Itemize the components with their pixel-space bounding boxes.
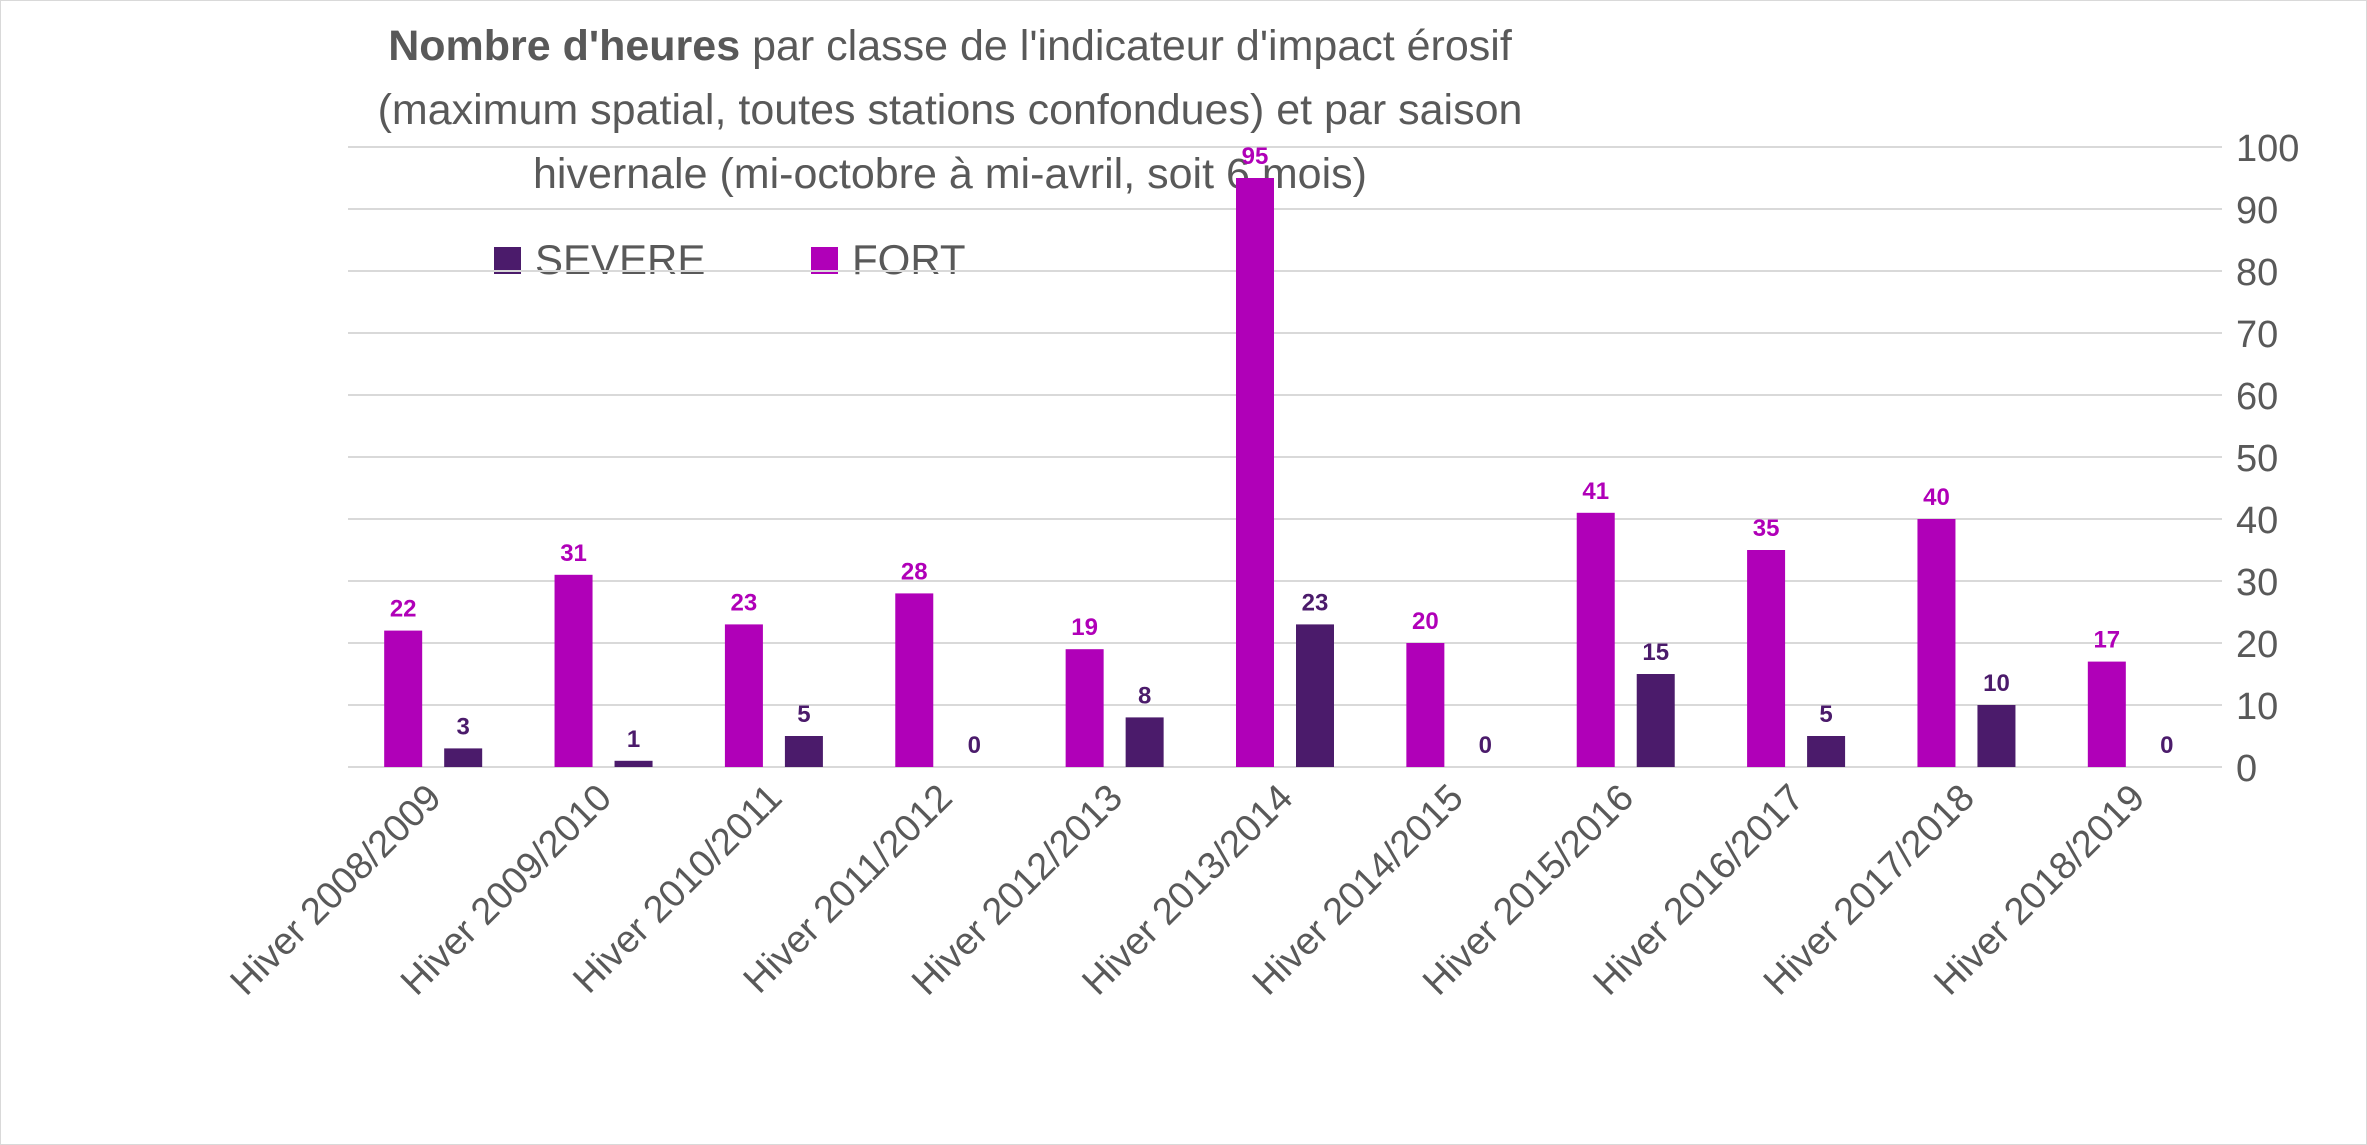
data-label-severe: 10 <box>1983 670 2010 697</box>
bar-severe <box>444 748 483 767</box>
bar-severe <box>1125 717 1164 767</box>
data-label-fort: 23 <box>731 589 758 616</box>
bar-severe <box>1977 705 2016 767</box>
bar-severe <box>1636 674 1675 767</box>
data-label-fort: 41 <box>1582 478 1609 505</box>
y-tick-label: 80 <box>2236 252 2278 294</box>
data-label-fort: 95 <box>1242 143 1269 170</box>
data-label-severe: 23 <box>1302 589 1329 616</box>
legend-item-severe: SEVERE <box>494 230 705 290</box>
bar-fort <box>895 593 934 767</box>
bar-fort <box>1576 512 1615 767</box>
y-tick-label: 70 <box>2236 314 2278 356</box>
y-tick-label: 100 <box>2236 128 2299 170</box>
bar-fort <box>1917 519 1956 767</box>
data-label-severe: 1 <box>627 726 640 753</box>
bar-fort <box>1065 649 1104 767</box>
data-label-severe: 5 <box>797 701 810 728</box>
legend-label-severe: SEVERE <box>535 236 706 283</box>
bar-fort <box>1406 643 1445 767</box>
legend-swatch-severe <box>494 246 521 274</box>
bar-fort <box>724 624 763 767</box>
data-label-fort: 31 <box>560 540 587 567</box>
data-label-fort: 20 <box>1412 608 1439 635</box>
y-tick-label: 0 <box>2236 748 2257 790</box>
chart-title-rest: par classe de l'indicateur d'impact éros… <box>377 22 1523 198</box>
y-tick-label: 60 <box>2236 376 2278 418</box>
chart-title: Nombre d'heures par classe de l'indicate… <box>300 14 1600 206</box>
data-label-fort: 22 <box>390 596 417 623</box>
data-label-fort: 35 <box>1753 515 1780 542</box>
y-tick-label: 40 <box>2236 500 2278 542</box>
bar-fort <box>1236 178 1274 767</box>
data-label-severe: 15 <box>1642 639 1669 666</box>
legend-label-fort: FORT <box>852 236 966 283</box>
bar-fort <box>554 574 593 767</box>
legend-swatch-fort <box>811 246 838 274</box>
bar-fort <box>1747 550 1786 767</box>
bar-severe <box>1296 624 1334 767</box>
y-tick-label: 50 <box>2236 438 2278 480</box>
data-label-fort: 19 <box>1071 614 1098 641</box>
y-tick-label: 20 <box>2236 624 2278 666</box>
y-tick-label: 30 <box>2236 562 2278 604</box>
bar-severe <box>1807 736 1846 767</box>
data-label-severe: 0 <box>968 732 981 759</box>
data-label-fort: 17 <box>2093 627 2120 654</box>
bar-severe <box>784 736 823 767</box>
y-tick-label: 90 <box>2236 190 2278 232</box>
data-label-severe: 0 <box>1479 732 1492 759</box>
data-label-severe: 0 <box>2160 732 2173 759</box>
legend-item-fort: FORT <box>811 230 966 290</box>
data-label-severe: 8 <box>1138 682 1151 709</box>
data-label-fort: 28 <box>901 558 928 585</box>
y-tick-label: 10 <box>2236 686 2278 728</box>
data-label-severe: 3 <box>457 713 470 740</box>
bar-severe <box>614 760 653 767</box>
data-label-fort: 40 <box>1923 484 1950 511</box>
bar-fort <box>384 630 423 767</box>
data-label-severe: 5 <box>1819 701 1832 728</box>
bar-fort <box>2087 661 2126 767</box>
chart-title-bold: Nombre d'heures <box>388 22 741 70</box>
